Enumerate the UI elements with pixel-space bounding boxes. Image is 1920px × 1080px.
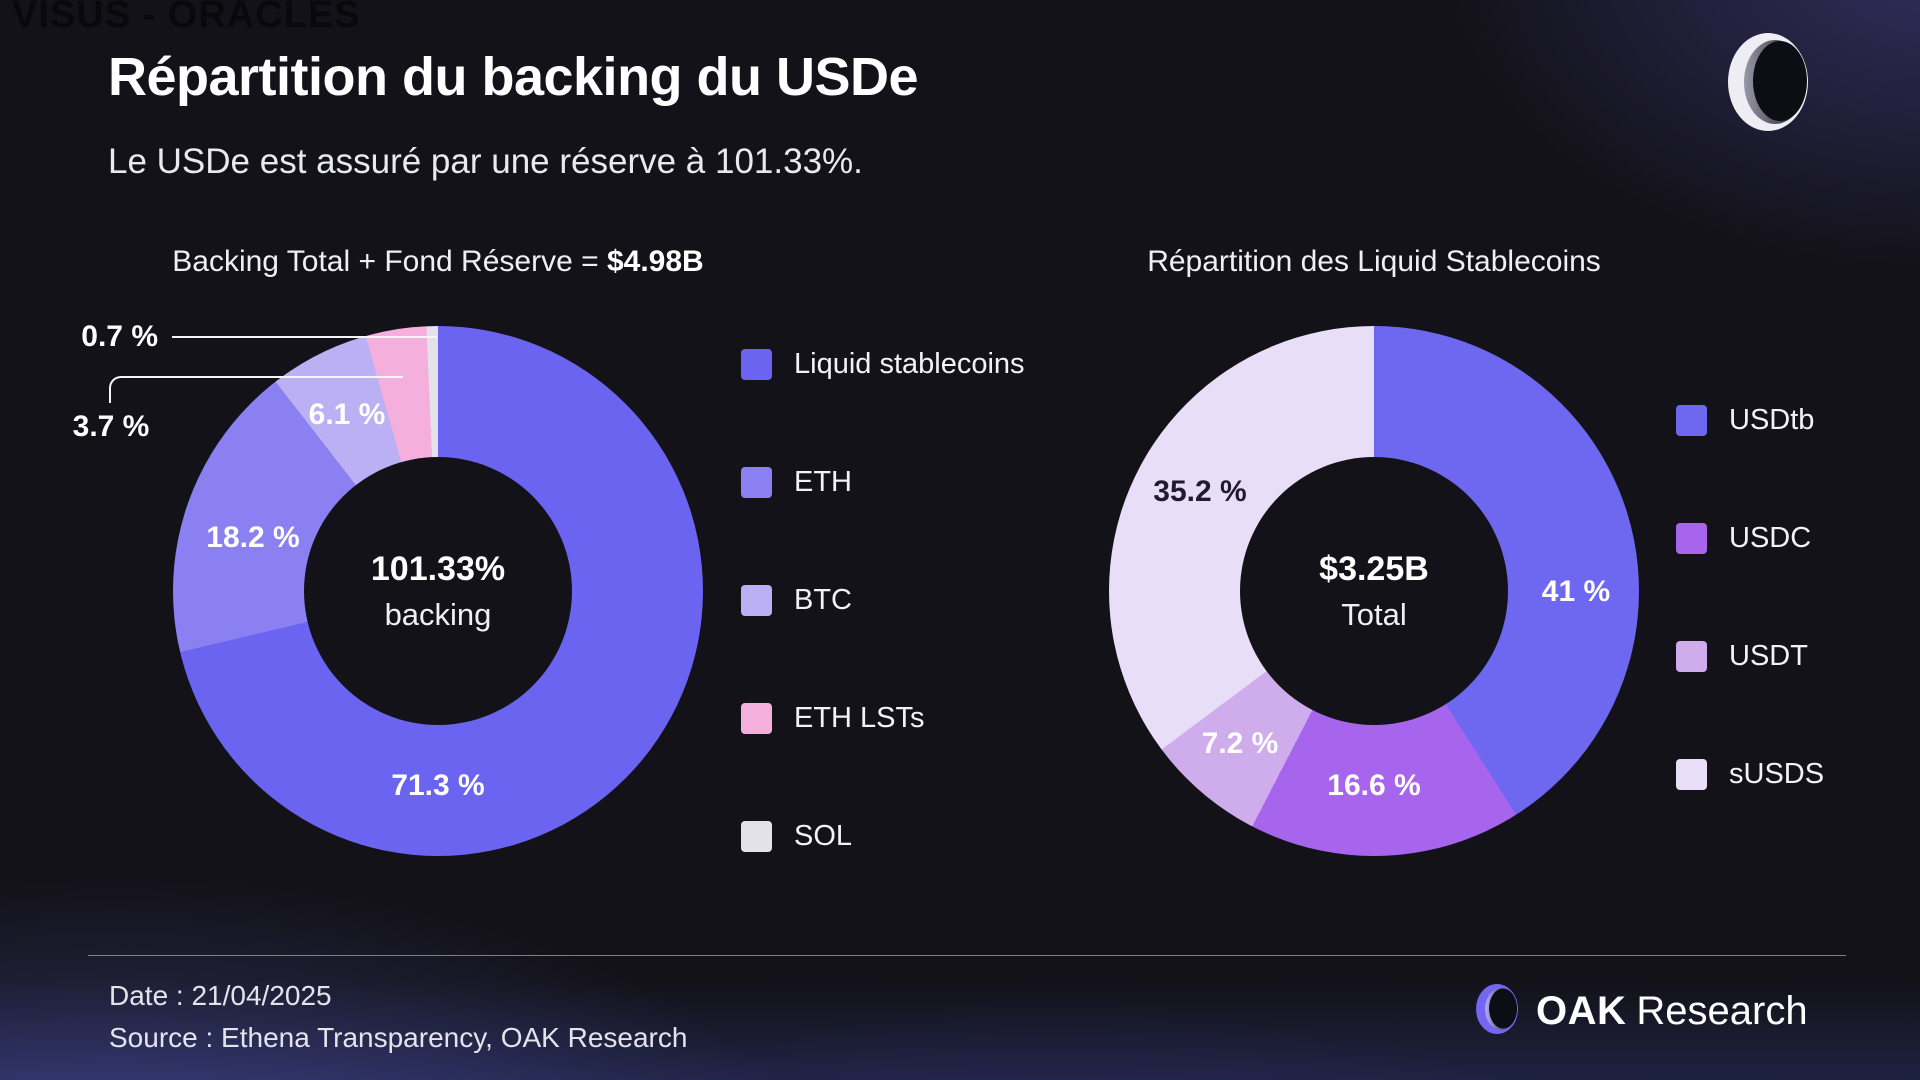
stablecoins-label-susds: 35.2 %	[1153, 475, 1247, 508]
oak-ring-logo-icon	[1474, 982, 1522, 1041]
legend-label-sol: SOL	[794, 820, 853, 852]
legend-item-eth-lsts: ETH LSTs	[741, 702, 1025, 734]
stablecoins-label-usdt: 7.2 %	[1201, 727, 1279, 760]
legend-item-eth: ETH	[741, 466, 1025, 498]
oak-research-brand: OAK Research	[1474, 982, 1808, 1041]
backing-donut-center: 101.33% backing	[304, 457, 572, 725]
footer-source: Source : Ethena Transparency, OAK Resear…	[109, 1022, 688, 1053]
legend-item-liquid-stablecoins: Liquid stablecoins	[741, 348, 1025, 380]
backing-label-sol: 0.7 %	[81, 320, 158, 353]
brand-wordmark: OAK Research	[1536, 989, 1808, 1034]
backing-legend: Liquid stablecoins ETH BTC ETH LSTs SOL	[741, 348, 1025, 939]
stablecoins-label-usdc: 16.6 %	[1327, 769, 1421, 802]
stablecoins-legend: USDtb USDC USDT sUSDS	[1676, 404, 1825, 877]
legend-item-sol: SOL	[741, 820, 1025, 852]
swatch-btc	[741, 585, 772, 616]
swatch-usdt	[1676, 641, 1707, 672]
legend-label-btc: BTC	[794, 584, 852, 616]
watermark-text: VISUS - ORACLES	[12, 0, 361, 36]
backing-label-eth-lsts: 3.7 %	[72, 410, 150, 443]
footer-divider	[88, 955, 1846, 956]
legend-item-susds: sUSDS	[1676, 758, 1825, 790]
page-subtitle: Le USDe est assuré par une réserve à 101…	[108, 142, 863, 181]
eth-lsts-callout-line	[109, 376, 403, 403]
backing-label-btc: 6.1 %	[308, 398, 386, 431]
ring-logo-icon	[1723, 28, 1815, 141]
legend-item-usdc: USDC	[1676, 522, 1824, 554]
backing-chart-title-prefix: Backing Total + Fond Réserve =	[172, 245, 607, 278]
backing-label-eth: 18.2 %	[206, 521, 300, 554]
legend-label-usdc: USDC	[1729, 522, 1812, 554]
swatch-sol	[741, 821, 772, 852]
swatch-liquid-stablecoins	[741, 349, 772, 380]
backing-center-label: backing	[384, 596, 492, 632]
legend-label-eth-lsts: ETH LSTs	[794, 702, 925, 734]
sol-callout-line	[172, 336, 437, 338]
stablecoins-donut-center: $3.25B Total	[1240, 457, 1508, 725]
page-title: Répartition du backing du USDe	[108, 47, 919, 107]
legend-item-usdtb: USDtb	[1676, 404, 1824, 436]
brand-research: Research	[1636, 988, 1808, 1033]
backing-donut: 101.33% backing	[173, 326, 703, 856]
swatch-eth-lsts	[741, 703, 772, 734]
legend-label-eth: ETH	[794, 466, 852, 498]
legend-label-liquid-stablecoins: Liquid stablecoins	[794, 348, 1025, 380]
stablecoins-donut: $3.25B Total	[1109, 326, 1639, 856]
legend-item-usdt: USDT	[1676, 640, 1824, 672]
legend-label-susds: sUSDS	[1729, 758, 1825, 790]
backing-chart-title: Backing Total + Fond Réserve = $4.98B	[0, 245, 876, 279]
stablecoins-chart-title: Répartition des Liquid Stablecoins	[1147, 245, 1601, 278]
backing-chart-title-value: $4.98B	[606, 245, 704, 278]
footer-date: Date : 21/04/2025	[109, 980, 332, 1011]
backing-label-liquid-stablecoins: 71.3 %	[391, 769, 485, 802]
swatch-eth	[741, 467, 772, 498]
stablecoins-center-label: Total	[1341, 596, 1407, 632]
legend-label-usdt: USDT	[1729, 640, 1808, 672]
legend-item-btc: BTC	[741, 584, 1025, 616]
stablecoins-label-usdtb: 41 %	[1541, 575, 1611, 608]
swatch-usdtb	[1676, 405, 1707, 436]
brand-oak: OAK	[1536, 988, 1627, 1033]
stablecoins-center-value: $3.25B	[1319, 549, 1429, 588]
legend-label-usdtb: USDtb	[1729, 404, 1815, 436]
swatch-usdc	[1676, 523, 1707, 554]
backing-center-value: 101.33%	[370, 549, 506, 588]
swatch-susds	[1676, 759, 1707, 790]
